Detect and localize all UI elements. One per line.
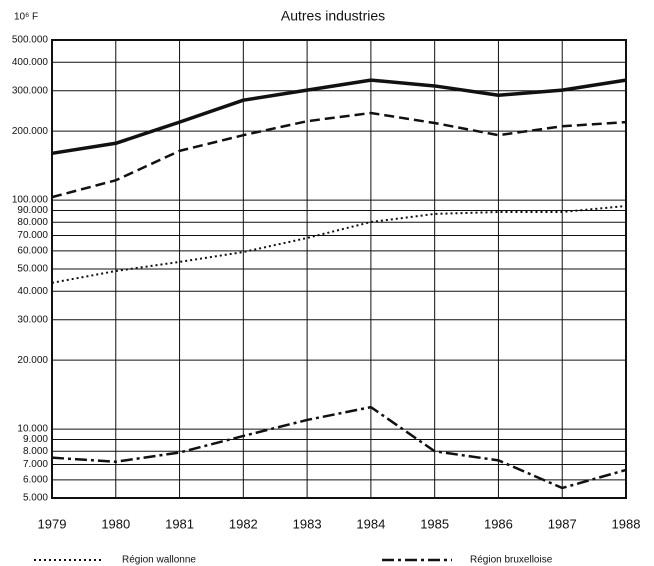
y-tick-label: 80.000 xyxy=(17,217,48,228)
x-tick-label: 1979 xyxy=(38,516,67,531)
x-tick-label: 1983 xyxy=(293,516,322,531)
x-tick-label: 1982 xyxy=(229,516,258,531)
y-tick-label: 500.000 xyxy=(12,35,49,46)
chart-title: Autres industries xyxy=(281,8,385,24)
x-tick-label: 1987 xyxy=(548,516,577,531)
y-tick-label: 200.000 xyxy=(12,126,49,137)
legend-label: Région wallonne xyxy=(122,555,196,566)
y-tick-label: 400.000 xyxy=(12,57,49,68)
y-tick-label: 5.000 xyxy=(23,493,48,504)
x-tick-label: 1984 xyxy=(356,516,385,531)
y-tick-label: 100.000 xyxy=(12,195,49,206)
y-axis-label: 10⁶ F xyxy=(14,12,38,23)
series-line xyxy=(51,78,627,156)
y-tick-label: 60.000 xyxy=(17,246,48,257)
y-tick-label: 50.000 xyxy=(17,264,48,275)
y-tick-label: 6.000 xyxy=(23,475,48,486)
legend-label: Région bruxelloise xyxy=(470,555,553,566)
y-tick-label: 300.000 xyxy=(12,85,49,96)
x-tick-label: 1981 xyxy=(165,516,194,531)
x-tick-label: 1980 xyxy=(101,516,130,531)
y-tick-label: 7.000 xyxy=(23,459,48,470)
plot-frame xyxy=(51,39,627,499)
y-tick-label: 70.000 xyxy=(17,230,48,241)
y-tick-label: 30.000 xyxy=(17,314,48,325)
series-line xyxy=(51,405,627,490)
y-tick-label: 40.000 xyxy=(17,286,48,297)
y-tick-label: 10.000 xyxy=(17,424,48,435)
x-tick-label: 1988 xyxy=(612,516,641,531)
y-tick-label: 90.000 xyxy=(17,205,48,216)
y-tick-label: 8.000 xyxy=(23,446,48,457)
x-tick-label: 1986 xyxy=(484,516,513,531)
x-tick-label: 1985 xyxy=(420,516,449,531)
y-tick-label: 9.000 xyxy=(23,434,48,445)
y-tick-label: 20.000 xyxy=(17,355,48,366)
